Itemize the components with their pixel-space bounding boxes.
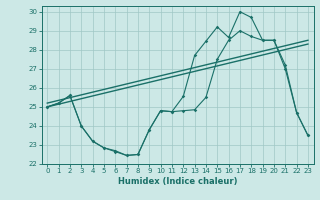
X-axis label: Humidex (Indice chaleur): Humidex (Indice chaleur) [118, 177, 237, 186]
